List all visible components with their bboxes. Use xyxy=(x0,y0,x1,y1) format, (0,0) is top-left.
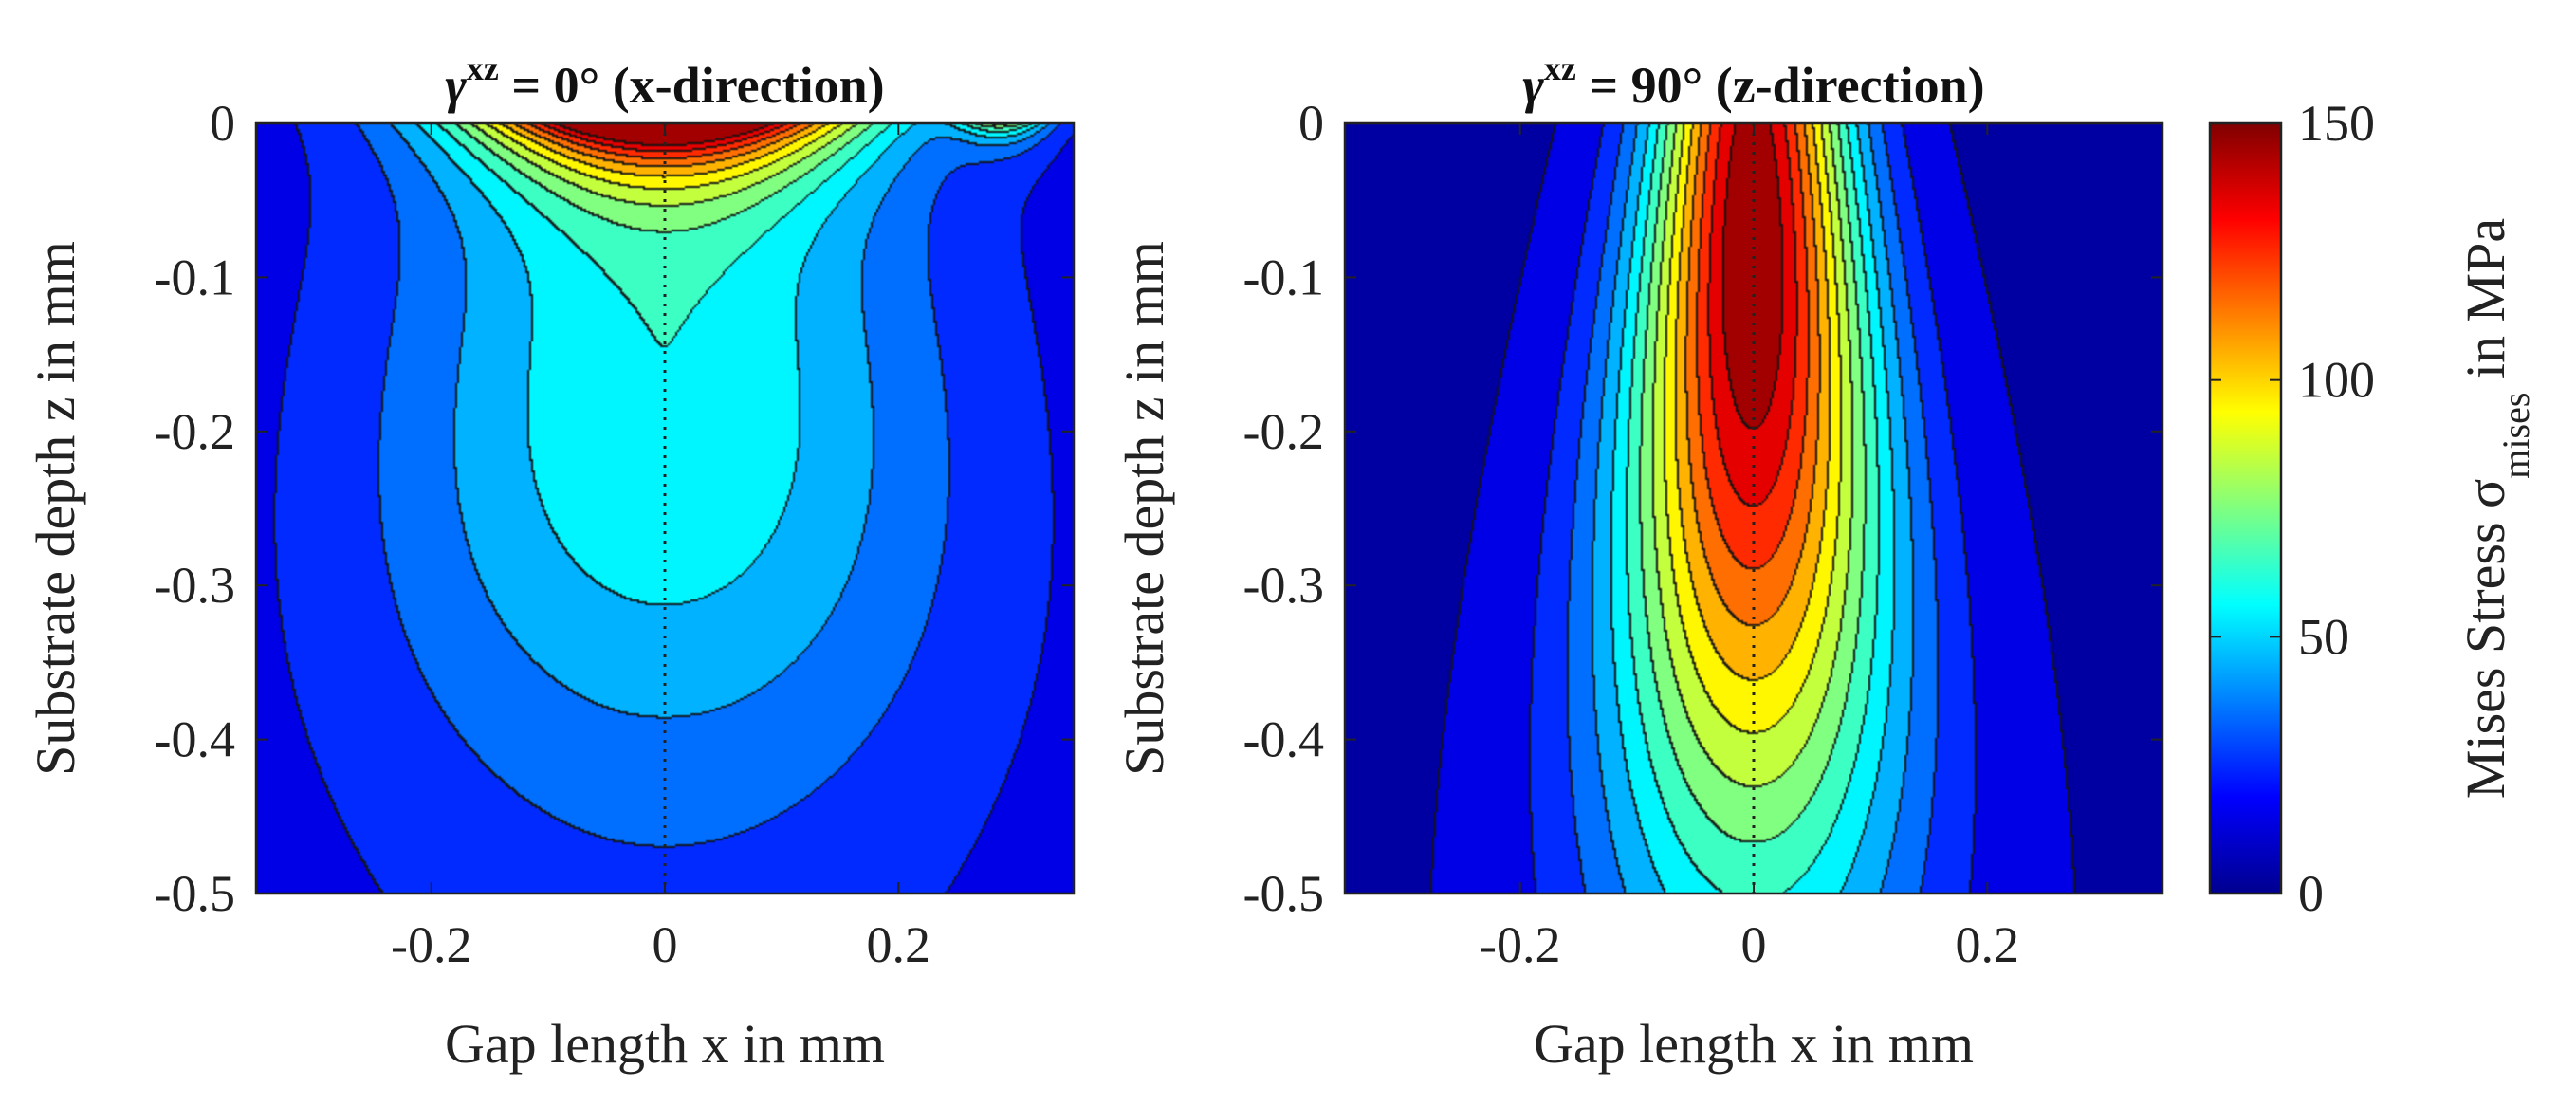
left-ytick-label: -0.1 xyxy=(155,249,235,305)
colorbar-tick-label: 0 xyxy=(2298,865,2324,922)
right-plot: -0.2 0 0.2 0 -0.1 -0.2 -0.3 -0.4 -0.5 γxz = 90° … xyxy=(1113,49,2164,1075)
colorbar-ticks: 0 50 100 150 xyxy=(2210,95,2375,922)
left-contour-field xyxy=(256,123,1074,894)
colorbar-label-main: Mises Stress σ xyxy=(2455,479,2516,799)
right-title-symbol: γ xyxy=(1522,57,1544,114)
right-xlabel: Gap length x in mm xyxy=(1534,1013,1974,1075)
right-title: γxz = 90° (z-direction) xyxy=(1522,49,1984,114)
right-title-rest: = 90° (z-direction) xyxy=(1576,57,1985,114)
colorbar-tick-label: 150 xyxy=(2298,95,2375,152)
left-ytick-label: -0.5 xyxy=(155,865,235,922)
colorbar-label: Mises Stress σmises in MPa xyxy=(2455,218,2537,799)
left-xlabel: Gap length x in mm xyxy=(445,1013,885,1075)
right-ytick-label: -0.3 xyxy=(1243,557,1324,614)
right-ytick-label: -0.4 xyxy=(1243,711,1324,768)
colorbar-frame xyxy=(2208,121,2283,895)
colorbar-gradient xyxy=(2210,123,2281,894)
colorbar-tick-label: 50 xyxy=(2298,608,2349,665)
right-ytick-label: -0.5 xyxy=(1243,865,1324,922)
left-ytick-label: -0.4 xyxy=(155,711,235,768)
left-xtick-label: -0.2 xyxy=(391,916,471,973)
right-ytick-label: 0 xyxy=(1298,95,1324,152)
right-xtick-label: -0.2 xyxy=(1480,916,1560,973)
left-title-superscript: xz xyxy=(467,49,499,87)
left-xtick-label: 0 xyxy=(653,916,678,973)
left-ytick-label: 0 xyxy=(210,95,235,152)
right-xtick-label: 0.2 xyxy=(1956,916,2020,973)
right-xtick-label: 0 xyxy=(1741,916,1767,973)
right-contour-field xyxy=(1345,123,2162,894)
right-ytick-label: -0.2 xyxy=(1243,403,1324,460)
left-ytick-label: -0.3 xyxy=(155,557,235,614)
left-ytick-label: -0.2 xyxy=(155,403,235,460)
left-title: γxz = 0° (x-direction) xyxy=(445,49,884,114)
colorbar-tick-label: 100 xyxy=(2298,352,2375,409)
right-ticks: -0.2 0 0.2 0 -0.1 -0.2 -0.3 -0.4 -0.5 xyxy=(1243,95,2162,973)
right-ylabel: Substrate depth z in mm xyxy=(1113,241,1175,776)
colorbar: 0 50 100 150 Mises Stress σmises in MPa xyxy=(2208,95,2537,922)
left-ticks: -0.2 0 0.2 0 -0.1 -0.2 -0.3 -0.4 -0.5 xyxy=(155,95,1074,973)
left-title-symbol: γ xyxy=(445,57,467,114)
colorbar-label-unit: in MPa xyxy=(2455,218,2516,393)
right-title-superscript: xz xyxy=(1544,49,1576,87)
left-ylabel: Substrate depth z in mm xyxy=(25,241,86,776)
right-ytick-label: -0.1 xyxy=(1243,249,1324,305)
left-xtick-label: 0.2 xyxy=(867,916,931,973)
left-title-rest: = 0° (x-direction) xyxy=(499,57,885,114)
colorbar-label-sub: mises xyxy=(2494,393,2537,479)
left-plot: -0.2 0 0.2 0 -0.1 -0.2 -0.3 -0.4 -0.5 γxz = 0° (… xyxy=(25,49,1076,1075)
